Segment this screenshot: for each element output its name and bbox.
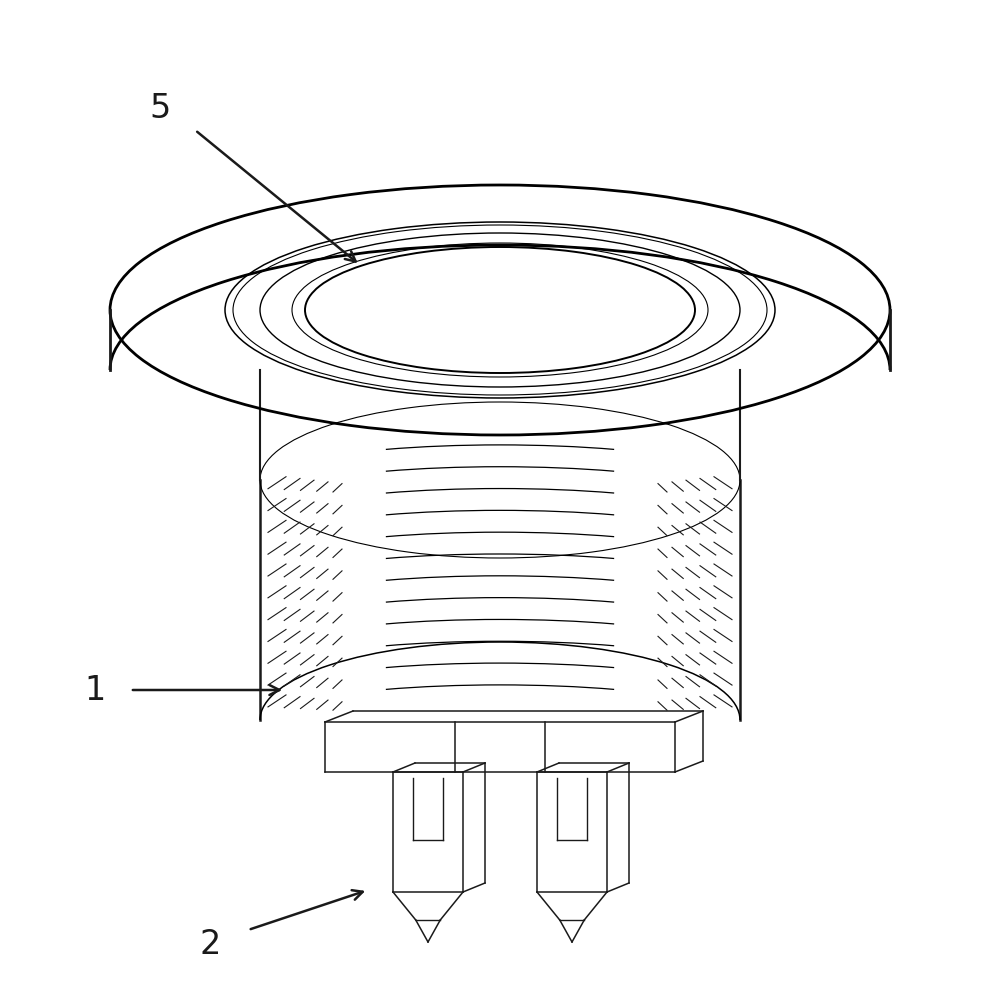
Text: 5: 5 — [149, 92, 170, 125]
Text: 2: 2 — [199, 928, 221, 961]
Text: 1: 1 — [84, 674, 105, 706]
